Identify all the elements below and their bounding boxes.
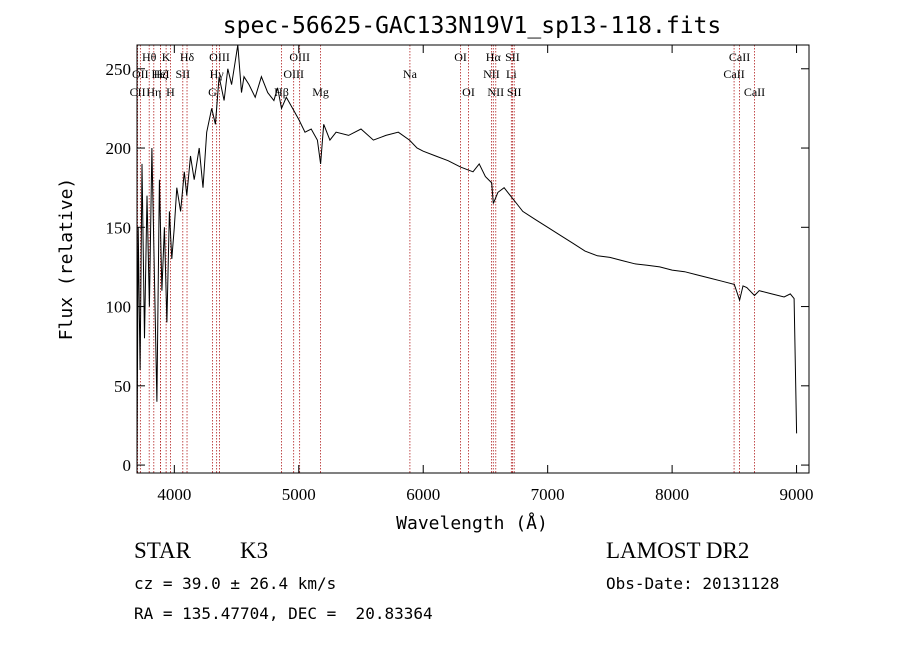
- line-label: OIII: [283, 67, 304, 81]
- x-tick-label: 8000: [655, 485, 689, 504]
- spectrum-series: [136, 44, 798, 462]
- y-tick-label: 50: [114, 377, 131, 396]
- line-label: SII: [505, 50, 520, 64]
- y-tick-label: 100: [106, 298, 132, 317]
- line-label: SII: [507, 85, 522, 99]
- obs-date: Obs-Date: 20131128: [606, 574, 780, 593]
- line-label: CaII: [729, 50, 750, 64]
- line-label: H: [166, 85, 175, 99]
- line-label: HeI: [152, 67, 170, 81]
- y-axis: 0 50 100 150 200 250: [106, 60, 809, 475]
- line-label: OI: [454, 50, 467, 64]
- survey-name: LAMOST DR2: [606, 538, 750, 563]
- x-axis: 4000 5000 6000 7000 8000 9000: [157, 45, 814, 504]
- y-axis-label: Flux (relative): [56, 178, 77, 341]
- x-tick-label: 4000: [157, 485, 191, 504]
- x-tick-label: 7000: [531, 485, 565, 504]
- line-label: Hα: [486, 50, 502, 64]
- spectral-line-markers: [137, 45, 755, 473]
- line-label: SII: [175, 67, 190, 81]
- line-label: CaII: [723, 67, 744, 81]
- line-label: NII: [487, 85, 504, 99]
- line-label: Hζ: [154, 67, 168, 81]
- line-label: CII: [130, 85, 146, 99]
- line-label: Hη: [146, 85, 161, 99]
- line-label: NII: [483, 67, 500, 81]
- y-tick-label: 0: [123, 456, 132, 475]
- chart-title: spec-56625-GAC133N19V1_sp13-118.fits: [223, 13, 722, 39]
- line-label: G: [208, 85, 217, 99]
- coordinates: RA = 135.47704, DEC = 20.83364: [134, 604, 433, 623]
- line-label: OII: [132, 67, 149, 81]
- line-label: Li: [506, 67, 517, 81]
- y-tick-label: 200: [106, 139, 132, 158]
- line-label: Na: [403, 67, 418, 81]
- x-tick-label: 6000: [406, 485, 440, 504]
- plot-frame: [136, 44, 810, 474]
- line-label: Hθ: [142, 50, 157, 64]
- x-axis-label: Wavelength (Å): [396, 512, 548, 534]
- line-label: Hδ: [180, 50, 195, 64]
- line-label: Hγ: [210, 67, 225, 81]
- x-tick-label: 5000: [282, 485, 316, 504]
- y-tick-label: 150: [106, 218, 132, 237]
- line-label: OI: [462, 85, 475, 99]
- line-label: Mg: [312, 85, 329, 99]
- line-label: CaII: [744, 85, 765, 99]
- velocity-readout: cz = 39.0 ± 26.4 km/s: [134, 574, 337, 593]
- object-type: STAR: [134, 538, 191, 563]
- line-label: OIII: [289, 50, 310, 64]
- x-tick-label: 9000: [780, 485, 814, 504]
- line-label: K: [162, 50, 171, 64]
- subclass: K3: [240, 538, 269, 563]
- y-tick-label: 250: [106, 60, 132, 79]
- line-label: OIII: [209, 50, 230, 64]
- spectrum-line: [136, 44, 798, 462]
